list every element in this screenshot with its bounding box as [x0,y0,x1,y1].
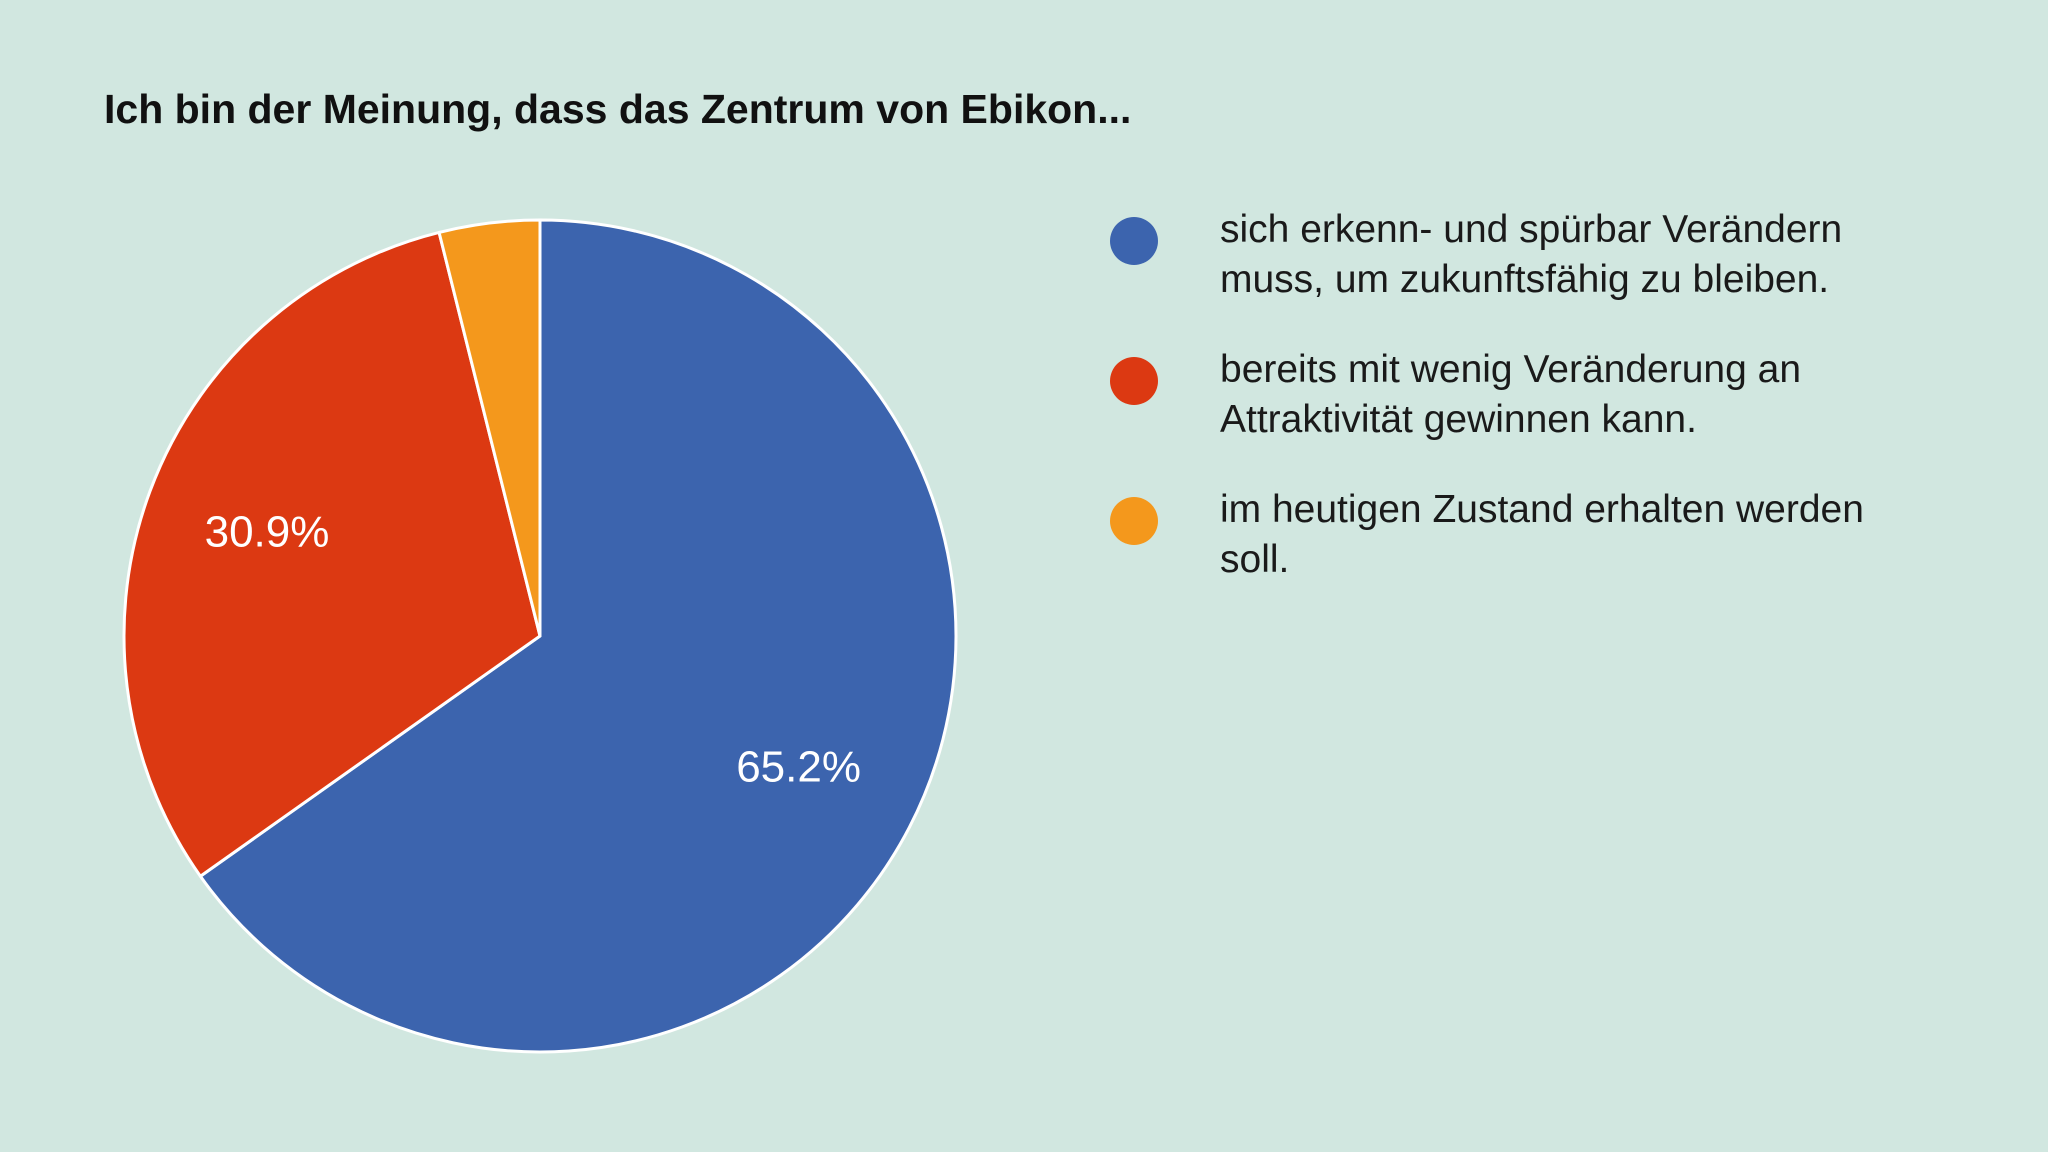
slice-label-1: 30.9% [205,507,330,556]
legend-item-0[interactable]: sich erkenn- und spürbar Verändern muss,… [1110,205,2010,345]
legend-marker-1 [1110,357,1158,405]
pie-chart: 65.2% 30.9% [122,218,958,1054]
pie-slice-0[interactable] [198,218,958,1054]
legend-label-2: im heutigen Zustand erhalten werden soll… [1220,488,1864,581]
chart-title: Ich bin der Meinung, dass das Zentrum vo… [104,86,1132,132]
pie-slice-1[interactable] [122,230,542,878]
legend-marker-0 [1110,217,1158,265]
legend-marker-2 [1110,497,1158,545]
legend-label-1: bereits mit wenig Veränderung an Attrakt… [1220,348,1802,441]
legend-item-1[interactable]: bereits mit wenig Veränderung an Attrakt… [1110,345,2010,485]
slice-label-0: 65.2% [736,742,861,791]
pie-slice-2[interactable] [437,218,542,638]
legend-item-2[interactable]: im heutigen Zustand erhalten werden soll… [1110,485,2010,625]
legend: sich erkenn- und spürbar Verändern muss,… [1110,205,2010,625]
legend-label-0: sich erkenn- und spürbar Verändern muss,… [1220,208,1843,301]
